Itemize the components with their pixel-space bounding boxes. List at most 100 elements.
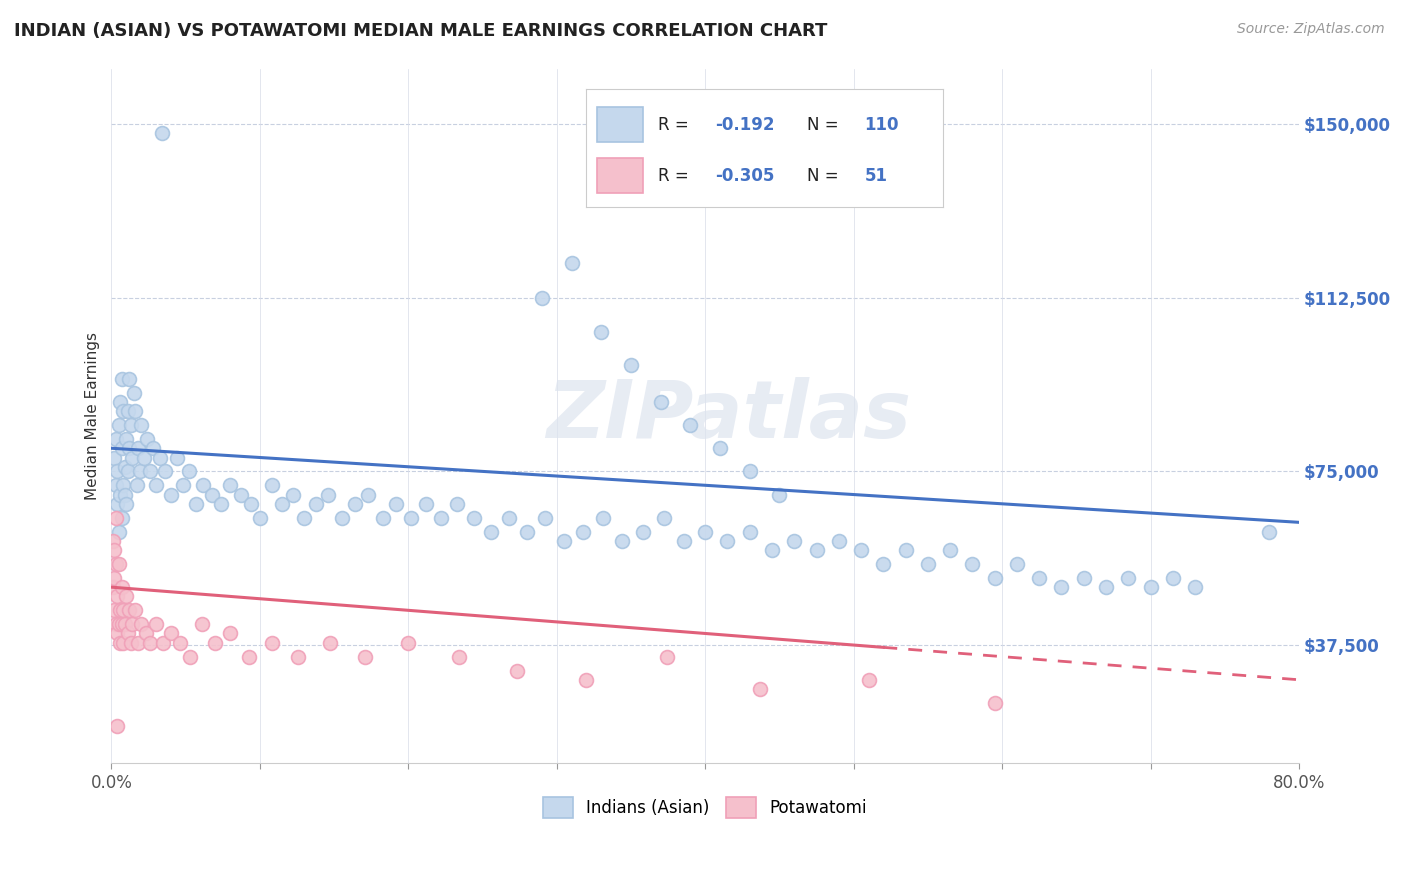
Point	[115, 590, 138, 604]
Point	[575, 673, 598, 687]
Point	[1050, 580, 1073, 594]
Point	[104, 617, 127, 632]
Point	[679, 418, 702, 433]
Point	[124, 404, 146, 418]
Point	[112, 404, 135, 418]
Point	[516, 524, 538, 539]
Point	[172, 478, 194, 492]
Point	[139, 636, 162, 650]
Point	[152, 636, 174, 650]
Point	[204, 636, 226, 650]
Point	[738, 464, 761, 478]
Text: INDIAN (ASIAN) VS POTAWATOMI MEDIAN MALE EARNINGS CORRELATION CHART: INDIAN (ASIAN) VS POTAWATOMI MEDIAN MALE…	[14, 22, 828, 40]
Point	[177, 464, 200, 478]
Point	[396, 636, 419, 650]
Point	[108, 557, 131, 571]
Point	[121, 450, 143, 465]
Point	[135, 626, 157, 640]
Point	[768, 487, 790, 501]
Point	[498, 510, 520, 524]
Point	[111, 617, 134, 632]
Legend: Indians (Asian), Potawatomi: Indians (Asian), Potawatomi	[537, 790, 875, 824]
Point	[219, 478, 242, 492]
Point	[159, 487, 181, 501]
Point	[401, 510, 423, 524]
Point	[1028, 571, 1050, 585]
Point	[1258, 524, 1281, 539]
Point	[962, 557, 984, 571]
Point	[129, 617, 152, 632]
Y-axis label: Median Male Earnings: Median Male Earnings	[86, 332, 100, 500]
Point	[749, 681, 772, 696]
Point	[191, 617, 214, 632]
Point	[117, 404, 139, 418]
Point	[709, 442, 731, 456]
Point	[652, 510, 675, 524]
Point	[761, 543, 783, 558]
Point	[125, 478, 148, 492]
Point	[219, 626, 242, 640]
Point	[894, 543, 917, 558]
Point	[124, 603, 146, 617]
Point	[357, 487, 380, 501]
Point	[118, 603, 141, 617]
Point	[118, 372, 141, 386]
Point	[610, 533, 633, 548]
Point	[858, 673, 880, 687]
Point	[229, 487, 252, 501]
Point	[281, 487, 304, 501]
Point	[149, 450, 172, 465]
Point	[287, 649, 309, 664]
Point	[620, 358, 643, 372]
Point	[385, 497, 408, 511]
Point	[104, 478, 127, 492]
Point	[828, 533, 851, 548]
Point	[239, 497, 262, 511]
Point	[115, 497, 138, 511]
Point	[153, 464, 176, 478]
Point	[260, 636, 283, 650]
Point	[354, 649, 377, 664]
Point	[534, 510, 557, 524]
Point	[108, 617, 131, 632]
Point	[115, 432, 138, 446]
Point	[122, 385, 145, 400]
Point	[132, 450, 155, 465]
Point	[169, 636, 191, 650]
Point	[1139, 580, 1161, 594]
Point	[101, 580, 124, 594]
Point	[145, 617, 167, 632]
Point	[917, 557, 939, 571]
Point	[849, 543, 872, 558]
Point	[318, 636, 340, 650]
Point	[120, 418, 142, 433]
Point	[145, 478, 167, 492]
Point	[117, 626, 139, 640]
Point	[1161, 571, 1184, 585]
Point	[112, 478, 135, 492]
Point	[1005, 557, 1028, 571]
Point	[142, 442, 165, 456]
Point	[139, 464, 162, 478]
Point	[103, 603, 125, 617]
Point	[1184, 580, 1206, 594]
Point	[305, 497, 328, 511]
Text: ZIPatlas: ZIPatlas	[547, 376, 911, 455]
Point	[136, 432, 159, 446]
Point	[105, 590, 128, 604]
Point	[103, 571, 125, 585]
Point	[591, 326, 613, 340]
Point	[463, 510, 485, 524]
Point	[127, 442, 149, 456]
Point	[650, 395, 672, 409]
Point	[110, 603, 132, 617]
Point	[179, 649, 201, 664]
Point	[111, 580, 134, 594]
Point	[371, 510, 394, 524]
Point	[104, 432, 127, 446]
Point	[117, 464, 139, 478]
Point	[481, 524, 503, 539]
Point	[716, 533, 738, 548]
Point	[111, 372, 134, 386]
Point	[783, 533, 806, 548]
